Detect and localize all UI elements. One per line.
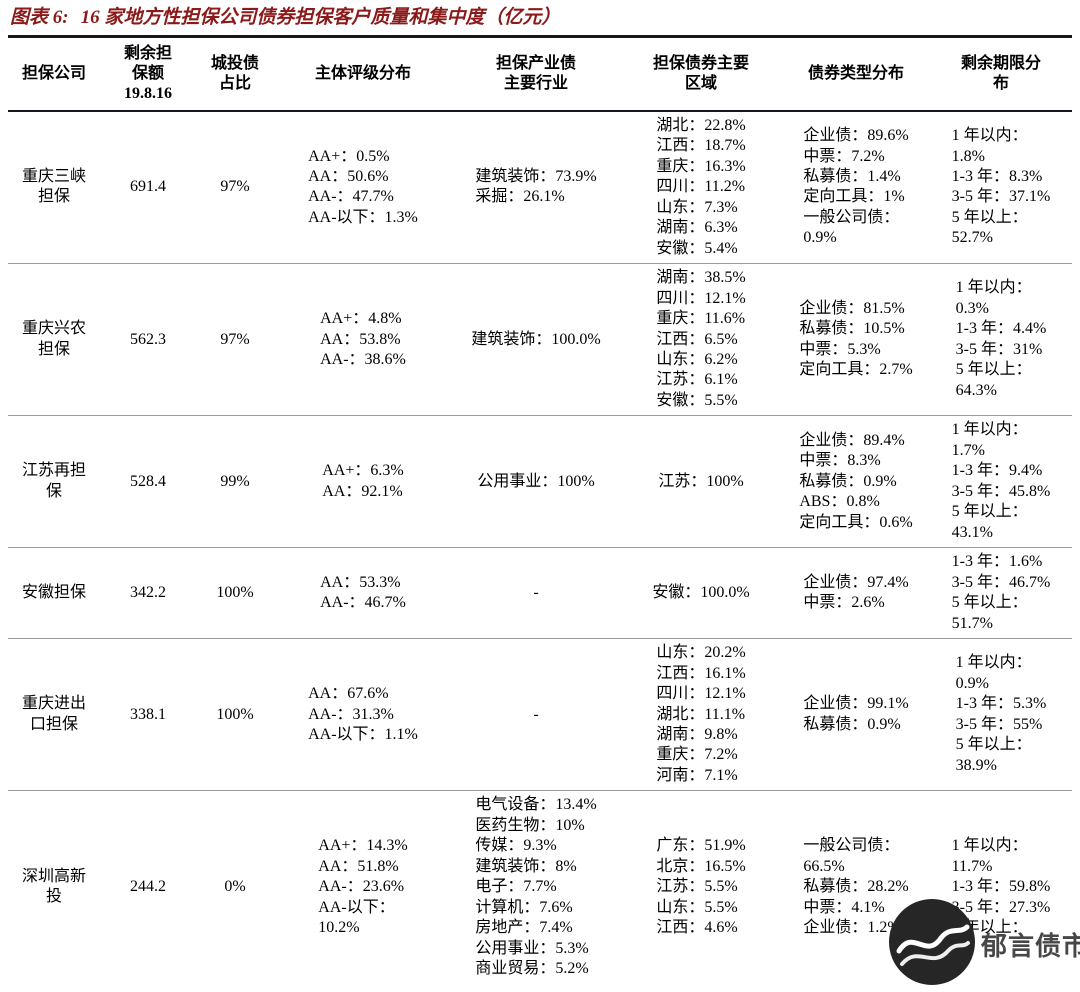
cell-region: 安徽：100.0%	[620, 547, 782, 640]
cell-cityinvest-ratio: 0%	[224, 878, 246, 896]
cell-maturity: 1 年以内： 11.7% 1-3 年：59.8% 3-5 年：27.3% 5 年…	[951, 837, 1051, 937]
table-header-row: 担保公司 剩余担 保额 19.8.16 城投债 占比 主体评级分布 担保产业债 …	[8, 36, 1072, 112]
col-header-industry: 担保产业债 主要行业	[452, 36, 620, 112]
cell-remaining-amount: 244.2	[130, 878, 166, 896]
cell-cityinvest-ratio: 99%	[196, 415, 274, 549]
cell-rating-distribution: AA+：4.8% AA：53.8% AA-：38.6%	[274, 263, 452, 417]
cell-maturity: 1 年以内： 0.9% 1-3 年：5.3% 3-5 年：55% 5 年以上： …	[930, 638, 1072, 792]
cell-maturity: 1 年以内： 1.7% 1-3 年：9.4% 3-5 年：45.8% 5 年以上…	[930, 415, 1072, 549]
col-header-guarantor: 担保公司	[8, 36, 100, 112]
cell-bond-type: 企业债：89.6% 中票：7.2% 私募债：1.4% 定向工具：1% 一般公司债…	[782, 110, 930, 265]
cell-region: 江苏：100%	[620, 415, 782, 549]
cell-bond-type: 企业债：81.5% 私募债：10.5% 中票：5.3% 定向工具：2.7%	[782, 263, 930, 417]
cell-region: 广东：51.9% 北京：16.5% 江苏：5.5% 山东：5.5% 江西：4.6…	[656, 837, 746, 937]
table-body: 重庆三峡 担保 691.4 97% AA+：0.5% AA：50.6% AA-：…	[8, 110, 1072, 984]
table-row: 深圳高新 投 244.2 0% AA+：14.3% AA：51.8% AA-：2…	[8, 791, 1072, 984]
col-header-rating-distribution: 主体评级分布	[274, 36, 452, 112]
cell-industry: -	[452, 547, 620, 640]
cell-cityinvest-ratio: 97%	[196, 263, 274, 417]
cell-bond-type: 企业债：97.4% 中票：2.6%	[782, 547, 930, 640]
watermark-text: 郁言债市	[981, 932, 1080, 961]
cell-region: 山东：20.2% 江西：16.1% 四川：12.1% 湖北：11.1% 湖南：9…	[620, 638, 782, 792]
figure-title-bar: 图表 6: 16 家地方性担保公司债券担保客户质量和集中度（亿元）	[8, 4, 1072, 35]
cell-rating-distribution: AA：67.6% AA-：31.3% AA-以下：1.1%	[274, 638, 452, 792]
cell-cityinvest-ratio: 100%	[196, 547, 274, 640]
cell-industry: 电气设备：13.4% 医药生物：10% 传媒：9.3% 建筑装饰：8% 电子：7…	[475, 796, 597, 978]
cell-industry: -	[452, 638, 620, 792]
figure-label: 图表 6:	[10, 7, 69, 28]
cell-bond-type: 企业债：89.4% 中票：8.3% 私募债：0.9% ABS：0.8% 定向工具…	[782, 415, 930, 549]
table-header: 担保公司 剩余担 保额 19.8.16 城投债 占比 主体评级分布 担保产业债 …	[8, 36, 1072, 112]
cell-rating-distribution: AA+：6.3% AA：92.1%	[274, 415, 452, 549]
guarantee-companies-table: 担保公司 剩余担 保额 19.8.16 城投债 占比 主体评级分布 担保产业债 …	[8, 34, 1072, 984]
cell-company: 江苏再担 保	[8, 415, 100, 549]
cell-industry: 公用事业：100%	[452, 415, 620, 549]
cell-company: 重庆兴农 担保	[8, 263, 100, 417]
cell-rating-distribution: AA+：14.3% AA：51.8% AA-：23.6% AA-以下： 10.2…	[318, 837, 408, 937]
cell-rating-distribution: AA：53.3% AA-：46.7%	[274, 547, 452, 640]
cell-maturity: 1-3 年：1.6% 3-5 年：46.7% 5 年以上： 51.7%	[930, 547, 1072, 640]
cell-remaining-amount: 562.3	[100, 263, 196, 417]
col-header-maturity: 剩余期限分 布	[930, 36, 1072, 112]
cell-region: 湖北：22.8% 江西：18.7% 重庆：16.3% 四川：11.2% 山东：7…	[620, 110, 782, 265]
table-row: 重庆三峡 担保 691.4 97% AA+：0.5% AA：50.6% AA-：…	[8, 110, 1072, 265]
watermark-logo-icon	[888, 898, 976, 991]
cell-bond-type: 一般公司债： 66.5% 私募债：28.2% 中票：4.1% 企业债：1.2%	[803, 837, 909, 937]
table-row: 江苏再担 保 528.4 99% AA+：6.3% AA：92.1% 公用事业：…	[8, 415, 1072, 549]
cell-bond-type: 企业债：99.1% 私募债：0.9%	[782, 638, 930, 792]
cell-remaining-amount: 342.2	[100, 547, 196, 640]
cell-cityinvest-ratio: 97%	[196, 110, 274, 265]
cell-company: 重庆进出 口担保	[8, 638, 100, 792]
figure-title-text: 16 家地方性担保公司债券担保客户质量和集中度（亿元）	[80, 7, 561, 28]
cell-industry: 建筑装饰：73.9% 采掘：26.1%	[452, 110, 620, 265]
cell-remaining-amount: 338.1	[100, 638, 196, 792]
col-header-remaining-amount: 剩余担 保额 19.8.16	[100, 36, 196, 112]
cell-remaining-amount: 691.4	[100, 110, 196, 265]
watermark: 郁言债市	[888, 898, 1080, 991]
table-row: 重庆进出 口担保 338.1 100% AA：67.6% AA-：31.3% A…	[8, 638, 1072, 792]
table-row: 重庆兴农 担保 562.3 97% AA+：4.8% AA：53.8% AA-：…	[8, 263, 1072, 417]
cell-company: 重庆三峡 担保	[8, 110, 100, 265]
cell-maturity: 1 年以内： 1.8% 1-3 年：8.3% 3-5 年：37.1% 5 年以上…	[930, 110, 1072, 265]
cell-company: 深圳高新 投	[21, 868, 86, 906]
cell-region: 湖南：38.5% 四川：12.1% 重庆：11.6% 江西：6.5% 山东：6.…	[620, 263, 782, 417]
col-header-cityinvest-ratio: 城投债 占比	[196, 36, 274, 112]
cell-company: 安徽担保	[8, 547, 100, 640]
cell-cityinvest-ratio: 100%	[196, 638, 274, 792]
table-row: 安徽担保 342.2 100% AA：53.3% AA-：46.7% - 安徽：…	[8, 547, 1072, 640]
cell-remaining-amount: 528.4	[100, 415, 196, 549]
col-header-bond-type: 债券类型分布	[782, 36, 930, 112]
cell-industry: 建筑装饰：100.0%	[452, 263, 620, 417]
cell-rating-distribution: AA+：0.5% AA：50.6% AA-：47.7% AA-以下：1.3%	[274, 110, 452, 265]
col-header-region: 担保债券主要 区域	[620, 36, 782, 112]
cell-maturity: 1 年以内： 0.3% 1-3 年：4.4% 3-5 年：31% 5 年以上： …	[930, 263, 1072, 417]
